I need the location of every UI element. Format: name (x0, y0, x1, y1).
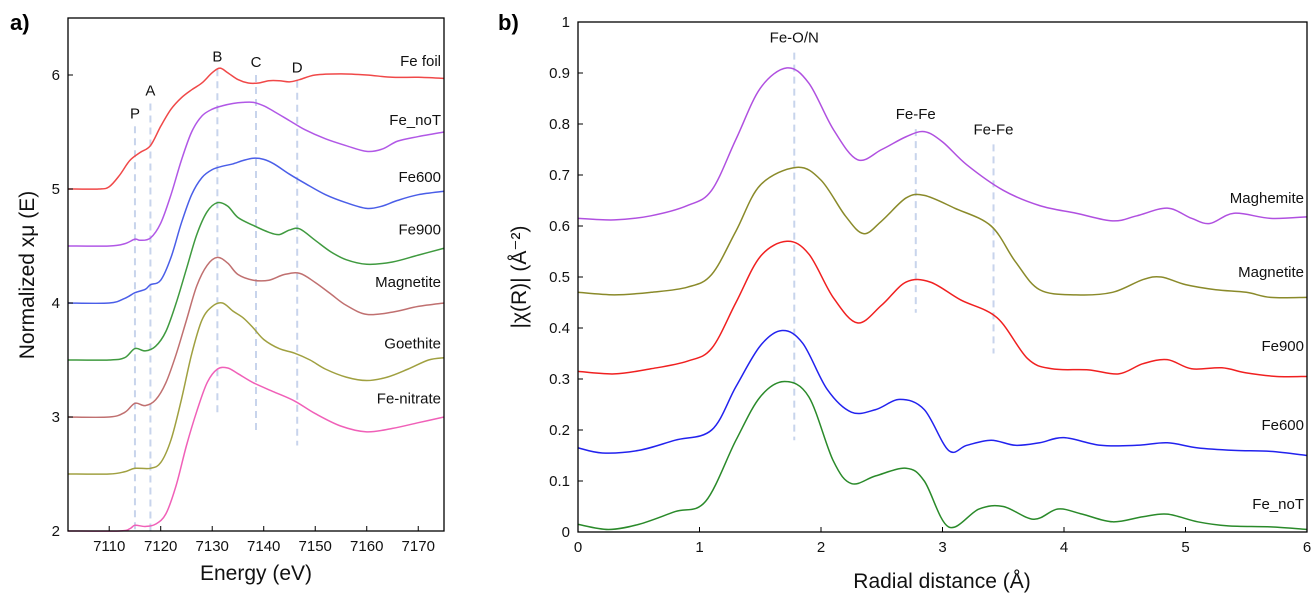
panel-a-plot-frame (67, 17, 445, 532)
panel-b-feature-labels: Fe-O/N Fe-Fe Fe-Fe (770, 30, 1014, 139)
panel-a-ticks: 7110 7120 7130 7140 7150 7160 7170 2 3 4 5 6 (52, 67, 435, 555)
panel-b-feature-lines (793, 52, 995, 441)
panel-b-y-tick-label: 0.7 (549, 167, 570, 184)
panel-a-x-tick-label: 7140 (247, 538, 280, 555)
panel-b-feature-label-0: Fe-O/N (770, 30, 819, 47)
panel-b-x-tick-label: 1 (695, 539, 703, 556)
panel-a-x-tick-label: 7160 (350, 538, 383, 555)
panel-a-series-label-3: Fe900 (398, 222, 441, 239)
panel-a-feature-label-3: C (251, 54, 262, 71)
panel-b-y-tick-label: 0.1 (549, 473, 570, 490)
panel-a-series-line-1 (67, 101, 445, 247)
panel-a-x-axis-title: Energy (eV) (200, 562, 312, 585)
panel-a-series-labels: Fe foil Fe_noT Fe600 Fe900 Magnetite Goethite… (375, 53, 441, 407)
panel-b-x-tick-label: 2 (817, 539, 825, 556)
panel-a-y-tick-label: 2 (52, 523, 60, 540)
panel-a-feature-label-0: P (130, 105, 140, 122)
panel-a-xanes: a) 7110 7120 7130 7140 7150 7160 7170 2 3 4 5 6 Fe … (10, 10, 445, 585)
panel-b-y-tick-label: 1 (562, 14, 570, 31)
panel-b-series-labels: Maghemite Magnetite Fe900 Fe600 Fe_noT (1230, 190, 1304, 513)
panel-a-series-label-2: Fe600 (398, 169, 441, 186)
panel-b-y-tick-label: 0 (562, 524, 570, 541)
panel-b-series-line-4 (577, 380, 1308, 531)
panel-a-label: a) (10, 10, 30, 35)
panel-b-y-tick-label: 0.3 (549, 371, 570, 388)
panel-a-x-tick-label: 7150 (299, 538, 332, 555)
panel-b-x-tick-label: 4 (1060, 539, 1068, 556)
panel-a-series-line-4 (67, 256, 445, 419)
panel-b-series-line-1 (577, 166, 1308, 299)
panel-a-feature-label-1: A (145, 83, 155, 100)
panel-a-x-tick-label: 7170 (402, 538, 435, 555)
panel-b-series-label-3: Fe600 (1261, 417, 1304, 434)
panel-b-x-tick-label: 6 (1303, 539, 1311, 556)
panel-b-series-label-0: Maghemite (1230, 190, 1304, 207)
panel-a-feature-lines (133, 69, 299, 531)
panel-a-y-tick-label: 4 (52, 295, 60, 312)
panel-a-x-tick-label: 7130 (196, 538, 229, 555)
panel-b-y-tick-label: 0.9 (549, 65, 570, 82)
panel-b-series (577, 67, 1308, 531)
panel-b-series-label-1: Magnetite (1238, 264, 1304, 281)
panel-b-x-axis-title: Radial distance (Å) (853, 570, 1030, 593)
panel-a-y-tick-label: 3 (52, 409, 60, 426)
panel-a-series-label-4: Magnetite (375, 274, 441, 291)
panel-a-series-label-5: Goethite (384, 336, 441, 353)
panel-a-feature-label-2: B (212, 48, 222, 65)
panel-b-series-line-0 (577, 67, 1308, 225)
panel-b-y-tick-label: 0.4 (549, 320, 570, 337)
panel-a-y-tick-label: 5 (52, 181, 60, 198)
panel-b-label: b) (498, 10, 519, 35)
panel-a-series-line-2 (67, 157, 445, 305)
panel-a-feature-labels: PA B C D (130, 48, 303, 122)
panel-b-y-tick-label: 0.6 (549, 218, 570, 235)
panel-a-series-label-1: Fe_noT (389, 112, 441, 129)
panel-b-plot-frame (577, 21, 1308, 533)
panel-a-x-tick-label: 7120 (144, 538, 177, 555)
panel-b-exafs: b) 0 1 2 3 4 5 600.10.20.30.40.50.60.70.80.91 … (498, 10, 1311, 593)
panel-b-series-label-2: Fe900 (1261, 338, 1304, 355)
panel-a-x-tick-label: 7110 (93, 538, 125, 555)
panel-a-y-axis-title: Normalized xμ (E) (16, 191, 39, 359)
panel-b-y-tick-label: 0.5 (549, 269, 570, 286)
panel-b-series-label-4: Fe_noT (1252, 496, 1304, 513)
panel-a-series (67, 67, 445, 532)
panel-b-x-tick-label: 5 (1181, 539, 1189, 556)
panel-b-y-tick-label: 0.2 (549, 422, 570, 439)
panel-a-series-line-3 (67, 201, 445, 361)
panel-a-y-tick-label: 6 (52, 67, 60, 84)
panel-b-x-tick-label: 0 (574, 539, 582, 556)
panel-b-y-tick-label: 0.8 (549, 116, 570, 133)
panel-b-series-line-3 (577, 329, 1308, 457)
panel-a-series-label-6: Fe-nitrate (377, 390, 441, 407)
panel-b-feature-label-1: Fe-Fe (896, 106, 936, 123)
panel-a-feature-label-4: D (292, 60, 303, 77)
panel-b-ticks: 0 1 2 3 4 5 6 0 0.1 0.2 0.3 0.4 0.5 0.6 0.7 0.8 0.9 1 (549, 14, 1311, 556)
panel-a-series-line-5 (67, 302, 445, 475)
panel-a-series-label-0: Fe foil (400, 53, 441, 70)
panel-a-series-line-0 (67, 67, 445, 190)
panel-b-y-axis-title: |χ(R)| (Å⁻²) (508, 226, 531, 329)
panel-a-series-line-6 (67, 366, 445, 532)
panel-b-series-line-2 (577, 240, 1308, 378)
panel-b-x-tick-label: 3 (938, 539, 946, 556)
panel-b-feature-label-2: Fe-Fe (974, 121, 1014, 138)
